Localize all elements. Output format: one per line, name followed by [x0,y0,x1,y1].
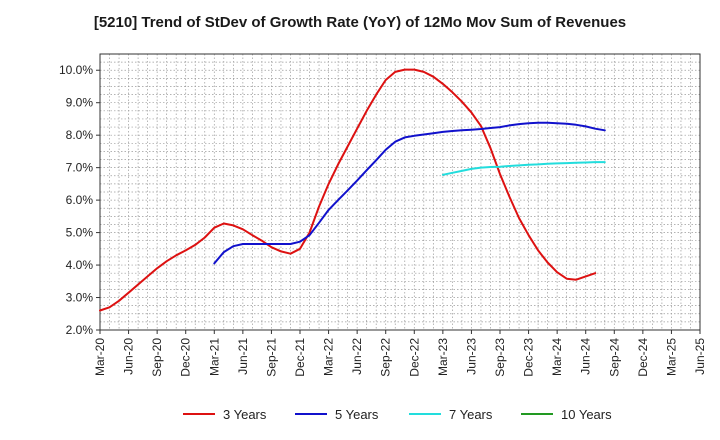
x-tick-label: Mar-25 [664,338,678,376]
x-tick-label: Mar-23 [436,338,450,376]
series-line-7-years [441,161,606,176]
x-tick-label: Dec-24 [636,338,650,377]
x-tick-label: Mar-21 [207,338,221,376]
y-tick-label: 5.0% [66,226,94,240]
chart-title: [5210] Trend of StDev of Growth Rate (Yo… [93,14,627,31]
x-tick-label: Sep-22 [379,338,393,377]
x-tick-label: Dec-20 [179,338,193,377]
y-tick-label: 4.0% [66,258,94,272]
y-tick-label: 9.0% [66,96,94,110]
series-line-5-years [213,121,606,265]
x-tick-label: Dec-23 [522,338,536,377]
legend-label-5-years: 5 Years [335,407,379,422]
legend-label-3-years: 3 Years [223,407,267,422]
axis-layer: 2.0% 3.0% 4.0% 5.0% 6.0% 7.0% 8.0% 9.0% 10.0% Mar… [59,53,707,377]
x-tick-label: Jun-24 [579,338,593,375]
x-tick-label: Jun-22 [350,338,364,375]
y-tick-label: 10.0% [59,63,93,77]
x-tick-label: Dec-21 [293,338,307,377]
x-tick-label: Dec-22 [407,338,421,377]
x-tick-label: Sep-24 [607,338,621,377]
series-line-3-years [99,68,597,312]
y-tick-label: 7.0% [66,161,94,175]
x-tick-label: Jun-23 [464,338,478,375]
x-tick-label: Sep-20 [150,338,164,377]
y-tick-label: 8.0% [66,128,94,142]
x-tick-label: Mar-22 [322,338,336,376]
x-tick-label: Jun-20 [122,338,136,375]
plot-frame [99,53,701,331]
x-tick-label: Mar-20 [93,338,107,376]
x-tick-label: Jun-21 [236,338,250,375]
y-tick-label: 6.0% [66,193,94,207]
x-tick-label: Mar-24 [550,338,564,376]
legend-label-10-years: 10 Years [561,407,612,422]
y-tick-label: 2.0% [66,323,94,337]
plot-background [100,54,700,330]
x-tick-label: Sep-21 [264,338,278,377]
y-tick-label: 3.0% [66,291,94,305]
legend-label-7-years: 7 Years [449,407,493,422]
x-tick-label: Jun-25 [693,338,707,375]
legend: 3 Years 5 Years 7 Years 10 Years [183,407,612,422]
series-layer [99,68,606,312]
x-tick-label: Sep-23 [493,338,507,377]
grid-layer [99,53,701,331]
